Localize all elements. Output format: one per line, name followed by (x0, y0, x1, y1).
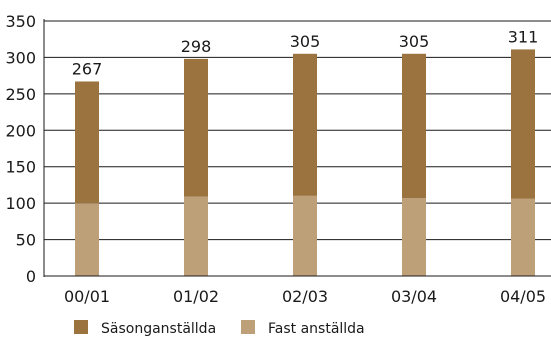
y-axis-ticks: 0 50 100 150 200 250 300 350 (5, 12, 36, 286)
x-axis-ticks: 00/01 01/02 02/03 03/04 04/05 (64, 287, 546, 306)
x-tick-label-01-02: 01/02 (173, 287, 219, 306)
bar-04-05-fast-anställda (511, 198, 535, 276)
legend-label-säsonganställda: Säsonganställda (101, 321, 216, 337)
legend-swatch-säsonganställda (74, 320, 88, 334)
y-tick-label-50: 50 (16, 231, 36, 250)
total-label-04-05: 311 (508, 27, 539, 46)
bar-02-03-säsonganställda (293, 53, 317, 196)
x-tick-label-02-03: 02/03 (282, 287, 328, 306)
x-tick-label-00-01: 00/01 (64, 287, 110, 306)
bar-01-02-säsonganställda (184, 58, 208, 197)
x-tick-label-04-05: 04/05 (500, 287, 546, 306)
total-label-02-03: 305 (290, 32, 321, 51)
y-tick-label-100: 100 (5, 194, 36, 213)
total-label-01-02: 298 (181, 37, 212, 56)
legend-label-fast-anställda: Fast anställda (268, 321, 365, 337)
bar-00-01-fast-anställda (75, 203, 99, 276)
bar-02-03-fast-anställda (293, 195, 317, 276)
y-tick-label-200: 200 (5, 121, 36, 140)
y-tick-label-150: 150 (5, 158, 36, 177)
bar-03-04-fast-anställda (402, 198, 426, 276)
total-label-03-04: 305 (399, 32, 430, 51)
y-tick-label-250: 250 (5, 85, 36, 104)
bar-01-02-fast-anställda (184, 196, 208, 276)
bars (75, 49, 535, 276)
legend-swatch-fast-anställda (241, 320, 255, 334)
axes (43, 19, 551, 277)
y-tick-label-350: 350 (5, 12, 36, 31)
x-tick-label-03-04: 03/04 (391, 287, 437, 306)
total-label-00-01: 267 (72, 59, 103, 78)
bar-03-04-säsonganställda (402, 53, 426, 199)
bar-00-01-säsonganställda (75, 81, 99, 204)
y-tick-label-0: 0 (26, 267, 36, 286)
total-labels: 267 298 305 305 311 (72, 27, 539, 78)
y-tick-label-300: 300 (5, 48, 36, 67)
bar-04-05-säsonganställda (511, 49, 535, 199)
legend: Säsonganställda Fast anställda (74, 320, 365, 337)
